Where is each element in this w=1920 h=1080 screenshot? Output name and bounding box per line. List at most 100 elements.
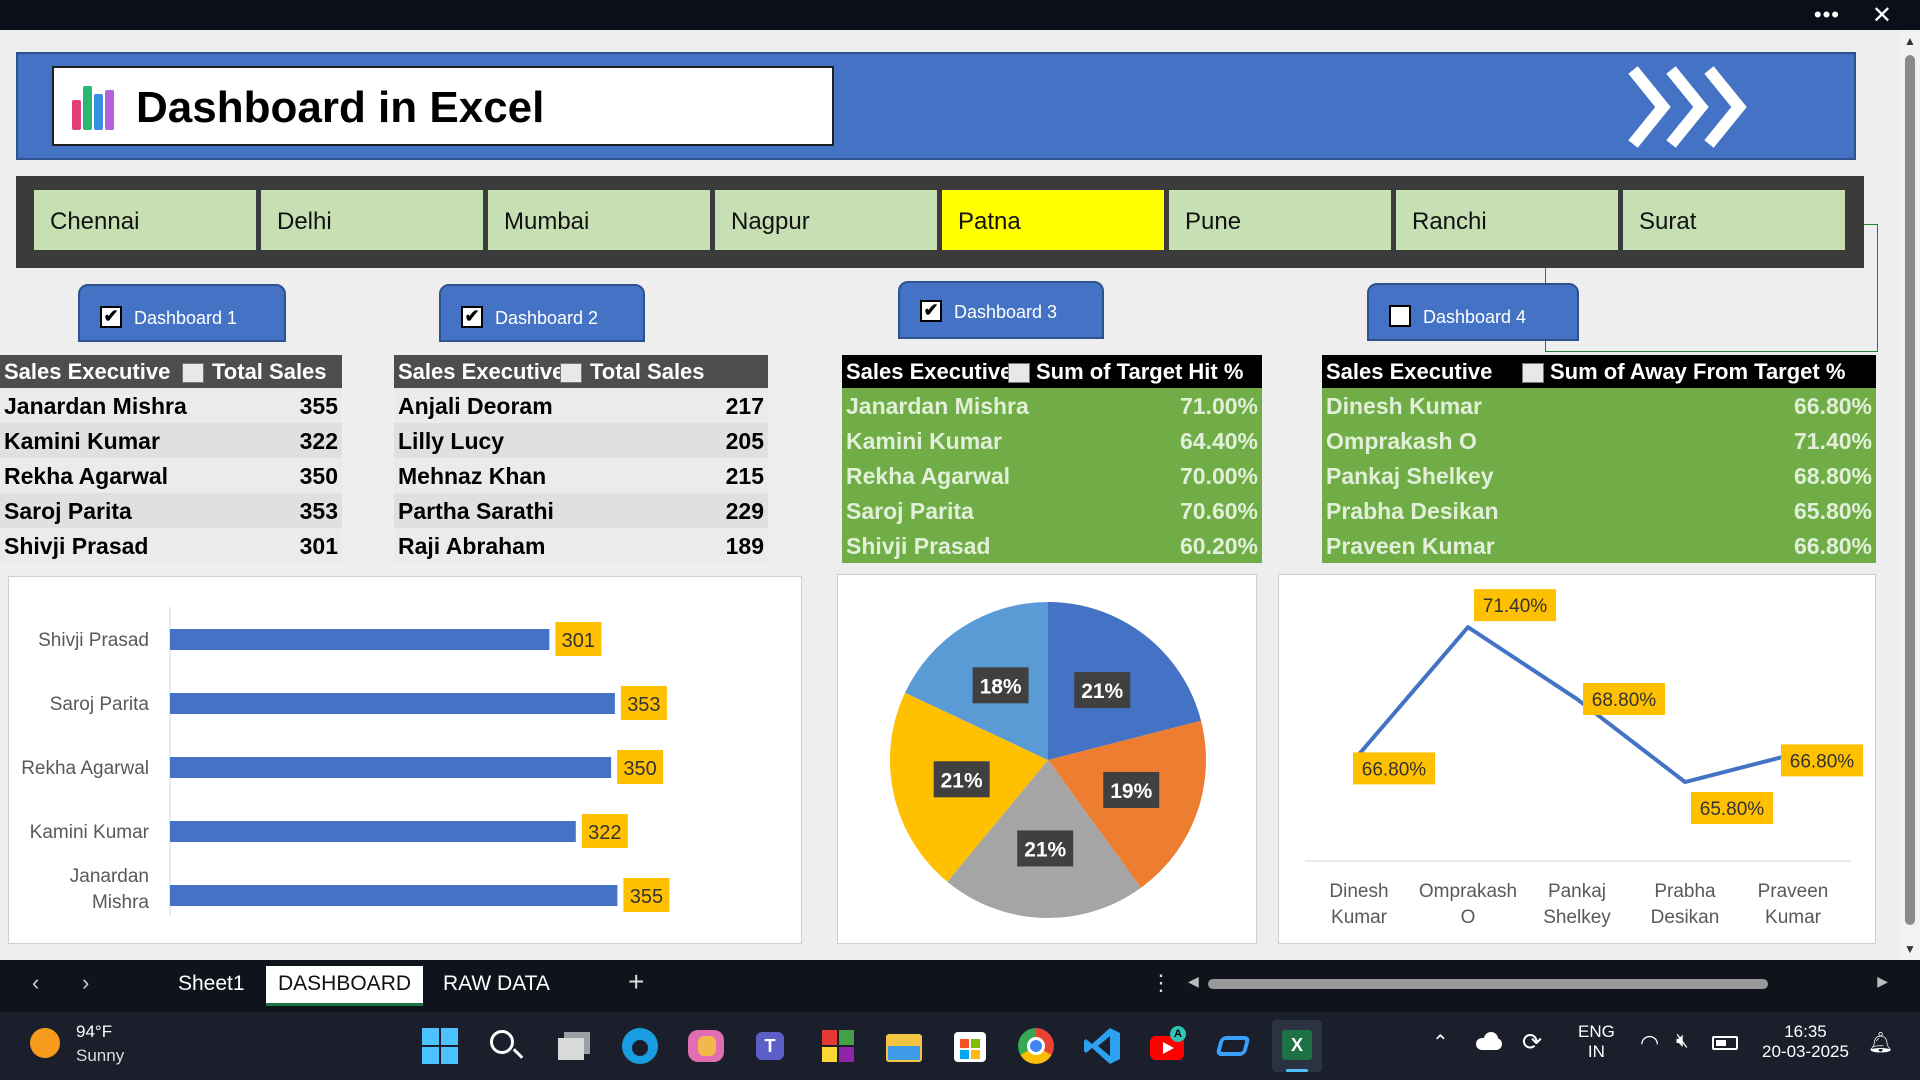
sync-icon[interactable]: ⟳: [1522, 1029, 1543, 1056]
office-apps-icon[interactable]: [818, 1026, 858, 1066]
language-indicator[interactable]: ENG IN: [1578, 1022, 1615, 1062]
city-mumbai[interactable]: Mumbai: [488, 190, 710, 250]
title-box: Dashboard in Excel: [52, 66, 834, 146]
dashboard-3-button[interactable]: ✔ Dashboard 3: [898, 281, 1104, 339]
table-row: Anjali Deoram 217: [394, 388, 768, 423]
filter-icon[interactable]: [1008, 363, 1030, 383]
pie-chart[interactable]: 21% 19% 21% 21% 18%: [837, 574, 1257, 944]
onedrive-icon[interactable]: [1474, 1032, 1504, 1052]
data-label: 66.80%: [1790, 751, 1855, 772]
windows-start-icon[interactable]: [420, 1026, 460, 1066]
chrome-icon[interactable]: [1016, 1026, 1056, 1066]
table-row: Saroj Parita 353: [0, 493, 342, 528]
data-label-bg: [620, 686, 667, 720]
filter-icon[interactable]: [182, 363, 204, 383]
weather-desc: Sunny: [76, 1046, 125, 1065]
table-row: Raji Abraham 189: [394, 528, 768, 563]
dashboard-1-label: Dashboard 1: [134, 308, 238, 328]
clock[interactable]: 16:35 20-03-2025: [1762, 1022, 1849, 1062]
data-label-bg: [933, 761, 990, 798]
close-icon[interactable]: ✕: [1871, 2, 1892, 29]
scroll-down-icon[interactable]: ▼: [1904, 942, 1916, 956]
horizontal-scroll-thumb[interactable]: [1208, 979, 1768, 989]
column-header: Sales Executive: [1326, 359, 1493, 384]
notification-bell-icon[interactable]: 🔔︎: [1868, 1032, 1894, 1054]
category-label: Prabha: [1654, 881, 1716, 902]
horizontal-scrollbar[interactable]: ◀ ▶: [1188, 973, 1888, 992]
youtube-icon[interactable]: A: [1148, 1026, 1188, 1066]
column-header: Total Sales: [590, 359, 705, 384]
chevron-right-icon[interactable]: ›: [82, 970, 90, 995]
taskbar: 94°F Sunny T: [0, 1012, 1920, 1080]
city-nagpur[interactable]: Nagpur: [715, 190, 937, 250]
sun-icon: [30, 1028, 60, 1058]
filter-icon[interactable]: [1522, 363, 1544, 383]
city-surat[interactable]: Surat: [1623, 190, 1845, 250]
excel-icon[interactable]: X: [1272, 1020, 1322, 1072]
checkbox-icon[interactable]: ✔: [920, 300, 942, 322]
selection-border: [1545, 351, 1878, 352]
data-label: 353: [627, 694, 660, 716]
city-delhi[interactable]: Delhi: [261, 190, 483, 250]
tab-dashboard[interactable]: DASHBOARD: [266, 966, 424, 1006]
series-line: [1357, 625, 1794, 785]
bar-chart[interactable]: 301 Shivji Prasad 353 Saroj Parita 350 Rekha …: [8, 576, 802, 944]
dashboard-1-button[interactable]: ✔ Dashboard 1: [78, 284, 286, 342]
bar: [170, 885, 618, 906]
clock-time: 16:35: [1784, 1022, 1827, 1041]
vertical-scroll-thumb[interactable]: [1905, 55, 1915, 925]
chevron-left-icon[interactable]: ‹: [32, 970, 40, 995]
edge-icon[interactable]: [620, 1026, 660, 1066]
battery-icon[interactable]: [1712, 1036, 1738, 1050]
chevron-up-icon[interactable]: ⌃: [1432, 1032, 1449, 1054]
data-label: 350: [623, 758, 656, 780]
more-options-icon[interactable]: •••: [1813, 2, 1840, 27]
checkbox-icon[interactable]: ✔: [461, 306, 483, 328]
store-icon[interactable]: [950, 1026, 990, 1066]
clock-date: 20-03-2025: [1762, 1042, 1849, 1061]
dashboard-2-label: Dashboard 2: [495, 308, 599, 328]
bar: [170, 757, 612, 778]
data-label: 21%: [1024, 838, 1066, 861]
category-label: O: [1461, 907, 1476, 928]
data-label-bg: [581, 814, 628, 848]
remote-desktop-icon[interactable]: [1214, 1026, 1254, 1066]
vertical-scrollbar[interactable]: ▲ ▼: [1900, 30, 1920, 960]
task-view-icon[interactable]: [554, 1026, 594, 1066]
data-label-bg: [555, 622, 602, 656]
category-label: Kumar: [1765, 907, 1822, 928]
city-chennai[interactable]: Chennai: [34, 190, 256, 250]
category-label: Shelkey: [1543, 907, 1611, 928]
data-label-bg: [617, 750, 664, 784]
scroll-left-icon[interactable]: ◀: [1188, 973, 1199, 989]
table-row: Prabha Desikan 65.80%: [1322, 493, 1876, 528]
sheet-options-icon[interactable]: ⋮: [1150, 970, 1172, 995]
city-ranchi[interactable]: Ranchi: [1396, 190, 1618, 250]
table-row: Rekha Agarwal 70.00%: [842, 458, 1262, 493]
city-patna[interactable]: Patna: [942, 190, 1164, 250]
scroll-up-icon[interactable]: ▲: [1904, 34, 1916, 48]
data-label: 19%: [1110, 780, 1152, 803]
table-row: Partha Sarathi 229: [394, 493, 768, 528]
checkbox-icon[interactable]: ✔: [100, 306, 122, 328]
window-title-bar: ••• ✕: [0, 0, 1920, 30]
copilot-icon[interactable]: [686, 1026, 726, 1066]
dashboard-2-button[interactable]: ✔ Dashboard 2: [439, 284, 645, 342]
dashboard-4-button[interactable]: Dashboard 4: [1367, 283, 1579, 341]
data-label: 355: [630, 886, 663, 908]
filter-icon[interactable]: [560, 363, 582, 383]
city-pune[interactable]: Pune: [1169, 190, 1391, 250]
scroll-right-icon[interactable]: ▶: [1877, 973, 1888, 989]
vscode-icon[interactable]: [1082, 1026, 1122, 1066]
checkbox-icon[interactable]: [1389, 305, 1411, 327]
add-sheet-icon[interactable]: +: [628, 966, 645, 997]
wifi-icon[interactable]: ◠: [1640, 1030, 1660, 1055]
line-chart[interactable]: 66.80% Dinesh Kumar 71.40% Omprakash O 68.80% P…: [1278, 574, 1876, 944]
tab-sheet1[interactable]: Sheet1: [178, 972, 245, 995]
tab-raw-data[interactable]: RAW DATA: [443, 972, 550, 995]
file-explorer-icon[interactable]: [884, 1026, 924, 1066]
search-icon[interactable]: [486, 1026, 526, 1066]
table-row: Shivji Prasad 301: [0, 528, 342, 563]
teams-icon[interactable]: T: [752, 1026, 792, 1066]
speaker-muted-icon[interactable]: 🔇︎: [1676, 1030, 1689, 1052]
